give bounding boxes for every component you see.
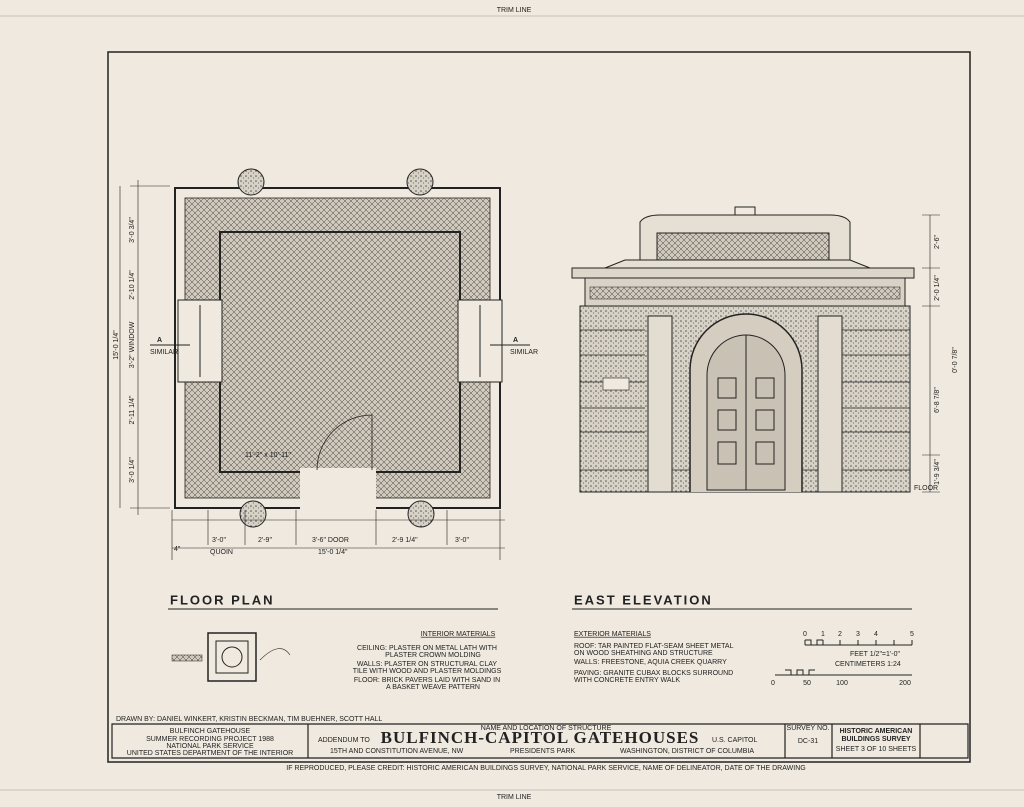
dimension: 2'-11 1/4" <box>129 395 136 425</box>
note-line: ROOF: TAR PAINTED FLAT-SEAM SHEET METAL <box>574 643 734 650</box>
dimension: 15'-0 1/4" <box>113 330 120 360</box>
dimension: 0'-0 7/8" <box>952 347 959 373</box>
habs: BUILDINGS SURVEY <box>841 736 910 743</box>
note-line: FLOOR: BRICK PAVERS LAID WITH SAND IN <box>354 677 500 684</box>
scale-tick: 3 <box>856 631 860 638</box>
scale-tick: 50 <box>803 680 811 687</box>
dimension: 2'-9" <box>258 537 272 544</box>
dimension: 6'-8 7/8" <box>934 387 941 413</box>
scale-tick: 5 <box>910 631 914 638</box>
scale: 0 1 2 3 4 5 FEET 1/2"=1'-0" CENTIMETERS … <box>771 631 914 687</box>
scale-tick: 2 <box>838 631 842 638</box>
address: 15TH AND CONSTITUTION AVENUE, NW <box>330 748 464 755</box>
scale-tick: 100 <box>836 680 848 687</box>
quoin-label: QUOIN <box>210 549 233 556</box>
east-elevation <box>571 206 940 493</box>
dimension: 2'-10 1/4" <box>129 270 136 300</box>
dimension: 1'-9 3/4" <box>934 459 941 485</box>
trim-line: TRIM LINE <box>497 794 532 801</box>
dimension: 4" <box>174 546 181 553</box>
addendum: ADDENDUM TO <box>318 737 370 744</box>
floor-plan <box>119 168 530 560</box>
drawing-title: FLOOR PLAN <box>170 592 275 607</box>
habs: HISTORIC AMERICAN <box>840 728 913 735</box>
note-line: PLASTER CROWN MOLDING <box>385 652 481 659</box>
note-line: WALLS: FREESTONE, AQUIA CREEK QUARRY <box>574 659 727 666</box>
dimension: 3'-0" <box>212 537 226 544</box>
note-line: CEILING: PLASTER ON METAL LATH WITH <box>357 645 497 652</box>
section-note: SIMILAR <box>510 349 538 356</box>
dimension: 15'-0 1/4" <box>318 549 348 556</box>
trim-line: TRIM LINE <box>497 7 532 14</box>
note-line: PAVING: GRANITE CUBAX BLOCKS SURROUND <box>574 670 733 677</box>
project: NATIONAL PARK SERVICE <box>166 743 254 750</box>
sheet: SHEET 3 OF 10 SHEETS <box>836 746 917 753</box>
dimension: 3'-0" <box>455 537 469 544</box>
credit: IF REPRODUCED, PLEASE CREDIT: HISTORIC A… <box>286 765 805 772</box>
dimension: 2'-0 1/4" <box>934 275 941 301</box>
room-size: 11'-2" x 10'-11" <box>245 452 291 459</box>
section-marker: A <box>513 337 518 344</box>
dimension: 2'-6" <box>934 235 941 249</box>
project: SUMMER RECORDING PROJECT 1988 <box>146 736 274 743</box>
dimension: 3'-0 3/4" <box>129 217 136 243</box>
title-block <box>111 723 969 759</box>
scale-tick: 4 <box>874 631 878 638</box>
note-line: A BASKET WEAVE PATTERN <box>386 684 480 691</box>
scale-label: CENTIMETERS 1:24 <box>835 661 901 668</box>
heading: INTERIOR MATERIALS <box>421 631 496 638</box>
scale-tick: 1 <box>821 631 825 638</box>
dimension: 2'-9 1/4" <box>392 537 418 544</box>
city: WASHINGTON, DISTRICT OF COLUMBIA <box>620 748 754 755</box>
name-heading: NAME AND LOCATION OF STRUCTURE <box>481 725 612 732</box>
survey-number: DC-31 <box>798 738 818 745</box>
dimension: 3'-2" WINDOW <box>129 321 136 368</box>
place: U.S. CAPITOL <box>712 737 757 744</box>
drawn-by: DRAWN BY: DANIEL WINKERT, KRISTIN BECKMA… <box>116 716 382 723</box>
project: BULFINCH GATEHOUSE <box>170 728 251 735</box>
interior-materials: INTERIOR MATERIALS CEILING: PLASTER ON M… <box>353 631 502 691</box>
left-dimensions: 3'-0 3/4" 2'-10 1/4" 3'-2" WINDOW 2'-11 … <box>113 217 136 483</box>
note-line: WITH CONCRETE ENTRY WALK <box>574 677 680 684</box>
section-note: SIMILAR <box>150 349 178 356</box>
structure-name: BULFINCH-CAPITOL GATEHOUSES <box>381 728 700 747</box>
scale-tick: 0 <box>771 680 775 687</box>
scale-tick: 200 <box>899 680 911 687</box>
dimension: 3'-0 1/4" <box>129 457 136 483</box>
note-line: TILE WITH WOOD AND PLASTER MOLDINGS <box>353 668 502 675</box>
survey-heading: SURVEY NO. <box>787 725 830 732</box>
frame <box>0 15 1024 791</box>
heading: EXTERIOR MATERIALS <box>574 631 651 638</box>
scale-label: FEET 1/2"=1'-0" <box>850 651 900 658</box>
key-plan <box>171 632 291 682</box>
note-line: ON WOOD SHEATHING AND STRUCTURE <box>574 650 713 657</box>
drawing-title: EAST ELEVATION <box>574 592 713 607</box>
park: PRESIDENTS PARK <box>510 748 576 755</box>
note-line: WALLS: PLASTER ON STRUCTURAL CLAY <box>357 661 497 668</box>
exterior-materials: EXTERIOR MATERIALS ROOF: TAR PAINTED FLA… <box>574 631 734 684</box>
project: UNITED STATES DEPARTMENT OF THE INTERIOR <box>127 750 293 757</box>
floor-label: FLOOR <box>914 485 938 492</box>
dimension: 3'-6" DOOR <box>312 537 349 544</box>
section-marker: A <box>157 337 162 344</box>
scale-tick: 0 <box>803 631 807 638</box>
